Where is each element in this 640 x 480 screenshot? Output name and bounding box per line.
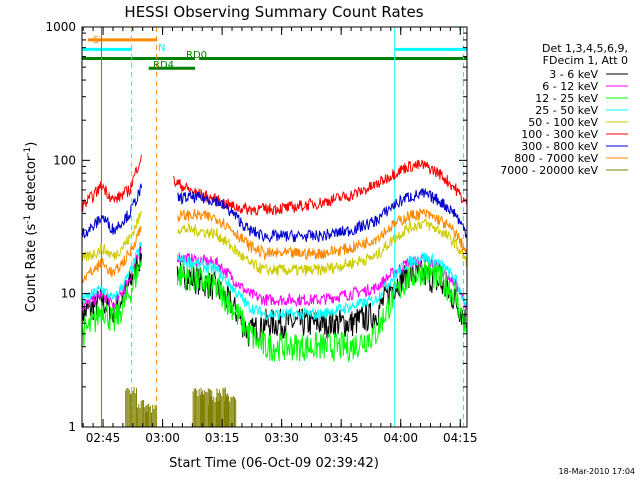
plot-frame xyxy=(81,26,468,428)
flag-bars xyxy=(82,38,467,70)
legend-label: 25 - 50 keV xyxy=(535,104,598,117)
annotation-s: S xyxy=(93,35,99,46)
x-tick-label: 03:30 xyxy=(264,431,299,445)
annotation-rd4: RD4 xyxy=(153,60,174,71)
legend-label: 300 - 800 keV xyxy=(521,140,598,153)
annotation-n: N xyxy=(158,43,165,54)
x-tick-label: 03:15 xyxy=(205,431,240,445)
series-line xyxy=(176,252,468,310)
y-tick-label: 10 xyxy=(61,287,76,301)
series-line xyxy=(81,211,142,262)
x-tick-label: 04:00 xyxy=(383,431,418,445)
legend-label: 6 - 12 keV xyxy=(542,80,598,93)
y-label-part: ) xyxy=(24,142,39,147)
chart-title: HESSI Observing Summary Count Rates xyxy=(124,3,423,21)
series-line xyxy=(172,159,468,217)
series-line xyxy=(81,247,142,312)
legend-label: 800 - 7000 keV xyxy=(514,152,598,165)
legend-header: FDecim 1, Att 0 xyxy=(543,54,628,67)
series-line xyxy=(176,206,468,261)
legend-label: 100 - 300 keV xyxy=(521,128,598,141)
series-line xyxy=(81,242,142,305)
x-tick-label: 03:00 xyxy=(145,431,180,445)
series-line xyxy=(176,261,468,363)
legend: Det 1,3,4,5,6,9, FDecim 1, Att 0 3 - 6 k… xyxy=(500,42,628,177)
flag-vertical-lines xyxy=(100,27,464,427)
legend-label: 7000 - 20000 keV xyxy=(500,164,598,177)
series-line xyxy=(176,252,468,322)
y-label-sup: -1 xyxy=(23,147,33,156)
y-label-part: Count Rate (s xyxy=(24,224,39,313)
legend-label: 12 - 25 keV xyxy=(535,92,598,105)
series-line xyxy=(81,154,142,212)
y-label-part: detector xyxy=(24,155,39,215)
legend-label: 50 - 100 keV xyxy=(528,116,598,129)
series-line xyxy=(81,225,142,283)
y-tick-label: 100 xyxy=(53,153,76,167)
annotation-rd0: RD0 xyxy=(186,50,207,61)
y-tick-label: 1 xyxy=(68,420,76,434)
timestamp: 18-Mar-2010 17:04 xyxy=(559,467,636,476)
y-label-sup: -1 xyxy=(23,215,33,224)
series-lines xyxy=(81,154,468,427)
legend-label: 3 - 6 keV xyxy=(549,68,598,81)
y-tick-label: 1000 xyxy=(45,20,76,34)
x-tick-label: 02:45 xyxy=(86,431,121,445)
series-line xyxy=(176,218,468,277)
y-axis-label: Count Rate (s-1 detector-1) xyxy=(23,142,39,313)
series-line xyxy=(81,259,142,347)
axes: 02:45 03:00 03:15 03:30 03:45 04:00 04:15 1 10 10… xyxy=(45,20,477,445)
x-tick-label: 03:45 xyxy=(324,431,359,445)
x-tick-label: 04:15 xyxy=(443,431,478,445)
series-line xyxy=(81,183,142,239)
series-spikes xyxy=(125,387,237,427)
legend-header: Det 1,3,4,5,6,9, xyxy=(542,42,628,55)
series-line xyxy=(177,187,468,244)
x-axis-label: Start Time (06-Oct-09 02:39:42) xyxy=(169,456,379,471)
